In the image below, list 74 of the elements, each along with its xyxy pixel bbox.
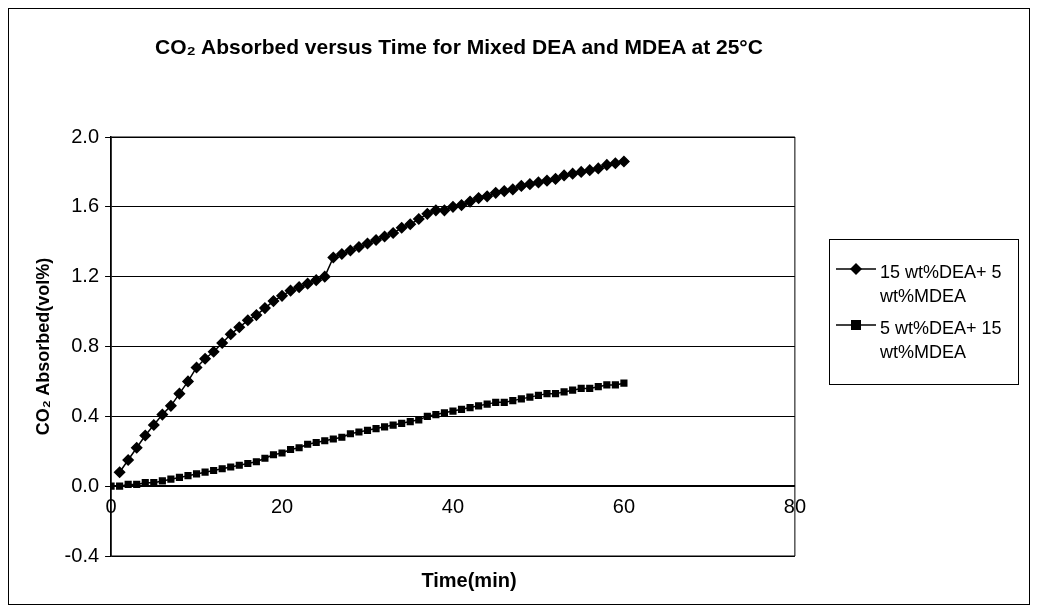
point [173,387,186,400]
x-tick-label: 60 [612,494,636,517]
point [481,190,493,203]
y-tick-label: 2.0 [71,124,100,147]
point [199,352,211,365]
point [395,222,408,234]
point [515,180,528,192]
point [532,176,545,189]
point [430,204,442,217]
point [489,187,502,199]
y-tick-label: 1.6 [71,194,100,217]
point [618,155,630,168]
point [498,185,511,197]
point [233,321,246,334]
point [472,192,485,204]
point [224,328,237,341]
point [259,302,271,314]
point [207,345,220,358]
legend-label: 15 wt%DEA+ 5 wt%MDEA [880,261,1003,308]
point [344,244,357,257]
x-tick-label: 40 [441,494,465,517]
point [130,442,143,454]
point [404,218,416,231]
point [455,199,468,211]
point [524,178,536,190]
point [549,173,562,185]
point [242,314,254,327]
point [139,429,151,442]
y-tick-label: 0.4 [71,403,100,426]
point [507,183,519,196]
point [148,419,160,431]
point [361,237,374,250]
y-tick-label: 0.8 [71,334,100,357]
point [327,251,340,264]
point [541,174,553,187]
point [336,248,348,260]
point [284,284,297,297]
point [310,274,322,286]
point [267,295,280,307]
point [583,164,596,176]
point [113,466,126,478]
chart-title: CO₂ Absorbed versus Time for Mixed DEA and MDEA at 25°C [154,34,764,60]
point [353,241,365,253]
point [301,277,314,290]
point [558,169,570,182]
y-tick-label: -0.4 [64,543,100,566]
point [387,227,399,239]
y-tick-label: 0.0 [71,473,100,496]
point [447,201,459,213]
point [464,195,476,208]
point [276,290,288,302]
point [293,281,305,293]
point [421,208,434,220]
y-tick-label: 1.2 [71,264,100,287]
x-tick-label: 20 [270,494,294,517]
point [319,270,331,283]
x-axis-title: Time(min) [420,569,518,592]
point [250,309,263,321]
point [566,167,579,180]
point [592,162,605,175]
legend-label: 5 wt%DEA+ 15 wt%MDEA [880,317,1003,364]
point [216,337,228,349]
point [601,159,613,171]
point [190,361,203,374]
y-axis-title: CO₂ Absorbed(vol%) [32,257,53,436]
point [413,213,425,225]
point [378,230,391,243]
point [370,234,382,246]
point [609,157,622,169]
point [122,454,134,466]
point [156,408,169,421]
point [165,400,177,412]
point [182,375,194,388]
point [575,166,587,178]
